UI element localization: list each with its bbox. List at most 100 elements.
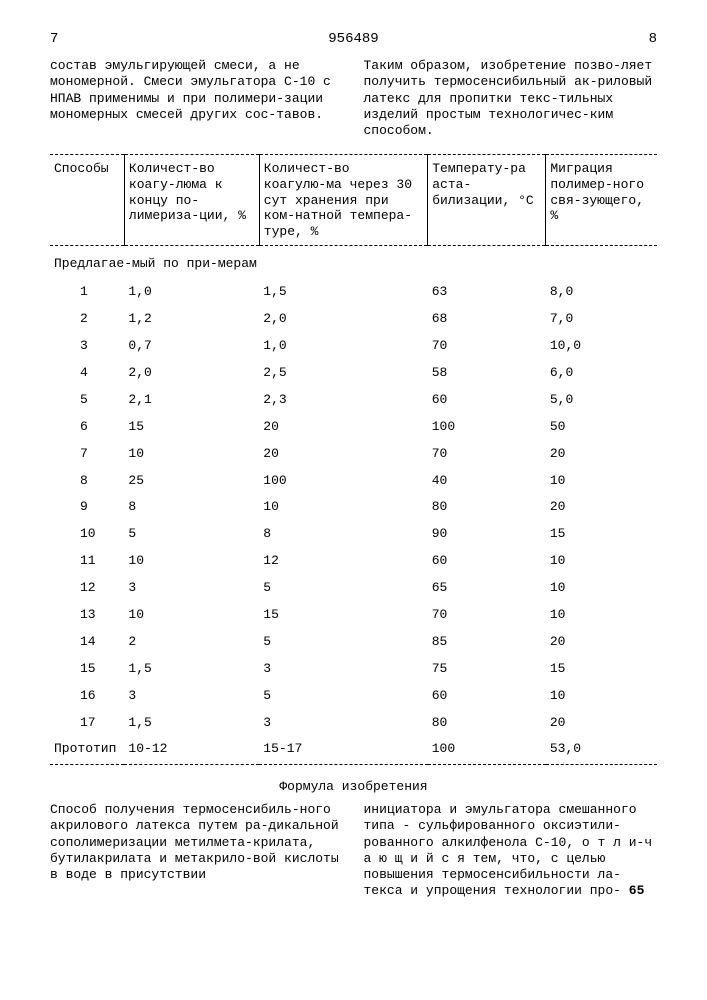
intro-columns: состав эмульгирующей смеси, а не мономер… <box>50 58 657 139</box>
table-cell: 20 <box>259 441 427 468</box>
table-cell: 14 <box>50 629 124 656</box>
table-cell: 100 <box>428 736 546 764</box>
table-cell: 15 <box>546 521 657 548</box>
table-cell: 60 <box>428 548 546 575</box>
table-cell: 8,0 <box>546 279 657 306</box>
table-cell: 2 <box>124 629 259 656</box>
table-cell: 15-17 <box>259 736 427 764</box>
table-cell: 10 <box>124 602 259 629</box>
table-cell: 20 <box>546 494 657 521</box>
formula-title: Формула изобретения <box>50 779 657 796</box>
section-label-row: Предлагае-мый по при-мерам <box>50 246 657 279</box>
table-cell: 12 <box>259 548 427 575</box>
section-label-cell: Предлагае-мый по при-мерам <box>50 246 657 279</box>
table-cell: 3 <box>259 656 427 683</box>
table-cell: 70 <box>428 441 546 468</box>
table-cell: 20 <box>546 710 657 737</box>
table-row: 6152010050 <box>50 414 657 441</box>
col-header-migration: Миграция полимер-ного свя-зующего, % <box>546 155 657 246</box>
table-cell: 10,0 <box>546 333 657 360</box>
table-cell: 60 <box>428 683 546 710</box>
table-cell: 1,5 <box>124 710 259 737</box>
table-cell: 1,2 <box>124 306 259 333</box>
table-header-row: Способы Количест-во коагу-люма к концу п… <box>50 155 657 246</box>
table-row: 1310157010 <box>50 602 657 629</box>
table-cell: 2,0 <box>259 306 427 333</box>
table-body: Предлагае-мый по при-мерам 11,01,5638,02… <box>50 246 657 765</box>
table-cell: 5 <box>259 683 427 710</box>
table-row: 8251004010 <box>50 468 657 495</box>
table-cell: 10 <box>546 683 657 710</box>
table-cell: 2,5 <box>259 360 427 387</box>
header-row: 7 956489 8 <box>50 30 657 48</box>
table-cell: 16 <box>50 683 124 710</box>
table-cell: 60 <box>428 387 546 414</box>
table-cell: 3 <box>259 710 427 737</box>
table-row: 52,12,3605,0 <box>50 387 657 414</box>
page-number-right: 8 <box>649 30 657 48</box>
table-row: 710207020 <box>50 441 657 468</box>
formula-left-text: Способ получения термосенсибиль-ного акр… <box>50 802 339 882</box>
table-row: 16356010 <box>50 683 657 710</box>
table-cell: 1,0 <box>259 333 427 360</box>
table-cell: 7 <box>50 441 124 468</box>
table-cell: 2 <box>50 306 124 333</box>
table-cell: 80 <box>428 710 546 737</box>
table-cell: 63 <box>428 279 546 306</box>
table-cell: 5,0 <box>546 387 657 414</box>
table-cell: 1,5 <box>259 279 427 306</box>
table-cell: 53,0 <box>546 736 657 764</box>
table-cell: 1,0 <box>124 279 259 306</box>
table-cell: 80 <box>428 494 546 521</box>
table-row: 30,71,07010,0 <box>50 333 657 360</box>
table-cell: Прототип <box>50 736 124 764</box>
formula-left: Способ получения термосенсибиль-ного акр… <box>50 802 344 900</box>
table-cell: 10 <box>50 521 124 548</box>
table-cell: 100 <box>428 414 546 441</box>
table-row: 1110126010 <box>50 548 657 575</box>
data-table: Способы Количест-во коагу-люма к концу п… <box>50 154 657 765</box>
table-cell: 90 <box>428 521 546 548</box>
formula-right: инициатора и эмульгатора смешанного типа… <box>364 802 658 900</box>
table-cell: 3 <box>50 333 124 360</box>
table-cell: 5 <box>259 629 427 656</box>
table-cell: 10 <box>259 494 427 521</box>
formula-columns: Способ получения термосенсибиль-ного акр… <box>50 802 657 900</box>
prototype-row: Прототип10-1215-1710053,0 <box>50 736 657 764</box>
table-cell: 20 <box>546 629 657 656</box>
table-cell: 8 <box>50 468 124 495</box>
col-header-temp: Температу-ра аста-билизации, °C <box>428 155 546 246</box>
table-cell: 7,0 <box>546 306 657 333</box>
table-cell: 20 <box>259 414 427 441</box>
table-row: 151,537515 <box>50 656 657 683</box>
table-cell: 4 <box>50 360 124 387</box>
table-cell: 10-12 <box>124 736 259 764</box>
table-cell: 3 <box>124 683 259 710</box>
table-cell: 20 <box>546 441 657 468</box>
table-cell: 5 <box>259 575 427 602</box>
table-row: 14258520 <box>50 629 657 656</box>
table-cell: 3 <box>124 575 259 602</box>
line-number-65: 65 <box>629 883 645 898</box>
table-cell: 10 <box>546 548 657 575</box>
table-cell: 65 <box>428 575 546 602</box>
col-header-coag-end: Количест-во коагу-люма к концу по-лимери… <box>124 155 259 246</box>
table-cell: 70 <box>428 333 546 360</box>
table-row: 21,22,0687,0 <box>50 306 657 333</box>
table-cell: 2,0 <box>124 360 259 387</box>
table-cell: 10 <box>124 548 259 575</box>
document-number: 956489 <box>328 30 378 48</box>
table-cell: 12 <box>50 575 124 602</box>
table-row: 12356510 <box>50 575 657 602</box>
table-cell: 100 <box>259 468 427 495</box>
table-cell: 0,7 <box>124 333 259 360</box>
table-cell: 68 <box>428 306 546 333</box>
table-cell: 15 <box>259 602 427 629</box>
intro-left: состав эмульгирующей смеси, а не мономер… <box>50 58 344 139</box>
page-number-left: 7 <box>50 30 58 48</box>
col-header-coag-30d: Количест-во коагулю-ма через 30 сут хран… <box>259 155 427 246</box>
table-cell: 6,0 <box>546 360 657 387</box>
table-cell: 2,1 <box>124 387 259 414</box>
table-cell: 58 <box>428 360 546 387</box>
table-row: 98108020 <box>50 494 657 521</box>
